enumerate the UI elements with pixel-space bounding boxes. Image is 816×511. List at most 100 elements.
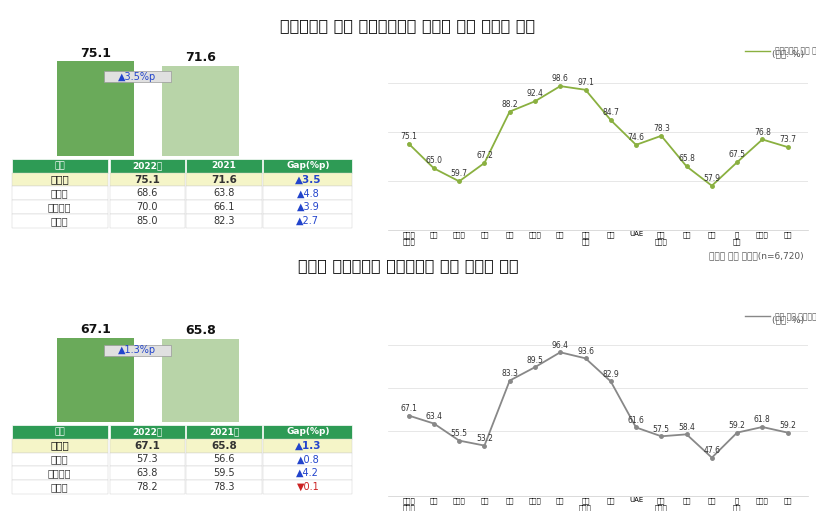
Bar (11, 187, 108, 200)
Text: 화장품: 화장품 (51, 482, 69, 492)
Text: 59.5: 59.5 (213, 468, 235, 478)
Text: 93.6: 93.6 (577, 347, 594, 356)
Text: 75.1: 75.1 (134, 175, 160, 184)
Text: 75.1: 75.1 (400, 132, 417, 141)
Text: 2022년: 2022년 (132, 161, 162, 170)
Text: 96.4: 96.4 (552, 341, 569, 350)
Text: 89.5: 89.5 (526, 356, 543, 365)
Text: ▲3.5: ▲3.5 (295, 175, 322, 184)
Text: 제조업 전체 응답자(n=6,720): 제조업 전체 응답자(n=6,720) (709, 251, 804, 261)
Text: 한국의 바이오헬스 특정제품에 대한 인지도 현황: 한국의 바이오헬스 특정제품에 대한 인지도 현황 (298, 258, 518, 273)
Bar (264, 453, 353, 467)
Text: 65.0: 65.0 (425, 156, 442, 166)
Bar (264, 439, 353, 453)
Bar (264, 425, 353, 439)
Text: 67.1: 67.1 (80, 323, 111, 336)
Text: 57.5: 57.5 (653, 425, 670, 434)
Text: 67.1: 67.1 (400, 404, 417, 413)
Text: 59.2: 59.2 (729, 421, 746, 430)
Text: ▲2.7: ▲2.7 (296, 216, 319, 226)
Text: (단위: %): (단위: %) (771, 50, 804, 59)
Bar (11, 159, 108, 173)
Text: 바이오헬스 제품 제조국으로서 한국에 대한 인지도 현황: 바이오헬스 제품 제조국으로서 한국에 대한 인지도 현황 (281, 18, 535, 33)
Text: 의료기기: 의료기기 (48, 468, 72, 478)
Bar (11, 200, 108, 214)
Text: 2022년: 2022년 (132, 427, 162, 436)
Bar (11, 425, 108, 439)
Text: 특정 한국 바이오헬스 제품: 특정 한국 바이오헬스 제품 (775, 312, 816, 321)
Bar (109, 173, 184, 187)
Bar (57, 338, 134, 422)
Text: ▲4.8: ▲4.8 (296, 188, 319, 198)
Bar (264, 173, 353, 187)
Text: 70.0: 70.0 (136, 202, 157, 212)
Text: 68.6: 68.6 (136, 188, 157, 198)
Bar (264, 159, 353, 173)
Text: 71.6: 71.6 (185, 51, 215, 64)
Text: Gap(%p): Gap(%p) (286, 161, 330, 170)
Text: 65.8: 65.8 (211, 440, 237, 451)
Bar (186, 173, 262, 187)
Text: 65.8: 65.8 (678, 154, 695, 164)
Bar (11, 453, 108, 467)
Bar (57, 61, 134, 156)
Text: 82.9: 82.9 (602, 370, 619, 379)
Text: 61.8: 61.8 (754, 415, 771, 425)
Text: ▲0.8: ▲0.8 (296, 454, 319, 464)
Bar (11, 214, 108, 228)
Text: 97.1: 97.1 (577, 78, 594, 87)
Bar (109, 187, 184, 200)
Text: 88.2: 88.2 (501, 100, 518, 109)
Text: 63.8: 63.8 (136, 468, 157, 478)
Text: 56.6: 56.6 (213, 454, 235, 464)
Text: 84.7: 84.7 (602, 108, 619, 117)
Bar (264, 214, 353, 228)
Text: 47.6: 47.6 (703, 446, 721, 455)
Bar (186, 453, 262, 467)
Bar (109, 453, 184, 467)
Bar (11, 173, 108, 187)
Text: 73.7: 73.7 (779, 135, 796, 144)
Bar (109, 439, 184, 453)
Text: 78.3: 78.3 (213, 482, 235, 492)
Text: ▲1.3%p: ▲1.3%p (118, 345, 157, 355)
Text: 57.9: 57.9 (703, 174, 721, 183)
Text: 92.4: 92.4 (526, 89, 543, 98)
Text: 2021: 2021 (211, 161, 237, 170)
Text: 61.6: 61.6 (628, 416, 645, 425)
Bar (186, 480, 262, 494)
Bar (186, 200, 262, 214)
Text: 59.7: 59.7 (450, 169, 468, 178)
Text: 82.3: 82.3 (213, 216, 235, 226)
Text: ▲1.3: ▲1.3 (295, 440, 322, 451)
Text: 의료기기: 의료기기 (48, 202, 72, 212)
Bar (186, 187, 262, 200)
Bar (186, 425, 262, 439)
Text: 2021년: 2021년 (209, 427, 239, 436)
Text: 58.4: 58.4 (678, 423, 695, 432)
Bar (11, 480, 108, 494)
Text: 78.2: 78.2 (136, 482, 158, 492)
Bar (109, 200, 184, 214)
Bar (264, 480, 353, 494)
Bar (109, 214, 184, 228)
Text: 제조업: 제조업 (51, 440, 69, 451)
Text: 구분: 구분 (55, 427, 65, 436)
Text: 의약품: 의약품 (51, 188, 69, 198)
Text: 67.1: 67.1 (134, 440, 160, 451)
Bar (162, 66, 239, 156)
FancyBboxPatch shape (104, 71, 171, 82)
Text: 78.3: 78.3 (653, 124, 670, 133)
FancyBboxPatch shape (104, 345, 171, 356)
Bar (11, 467, 108, 480)
Text: 83.3: 83.3 (501, 369, 518, 378)
Text: 67.2: 67.2 (476, 151, 493, 160)
Text: 화장품: 화장품 (51, 216, 69, 226)
Text: (단위: %): (단위: %) (771, 316, 804, 325)
Bar (109, 467, 184, 480)
Bar (186, 159, 262, 173)
Text: ▲3.5%p: ▲3.5%p (118, 72, 157, 82)
Text: 구분: 구분 (55, 161, 65, 170)
Text: ▼0.1: ▼0.1 (296, 482, 319, 492)
Text: 53.2: 53.2 (476, 434, 493, 443)
